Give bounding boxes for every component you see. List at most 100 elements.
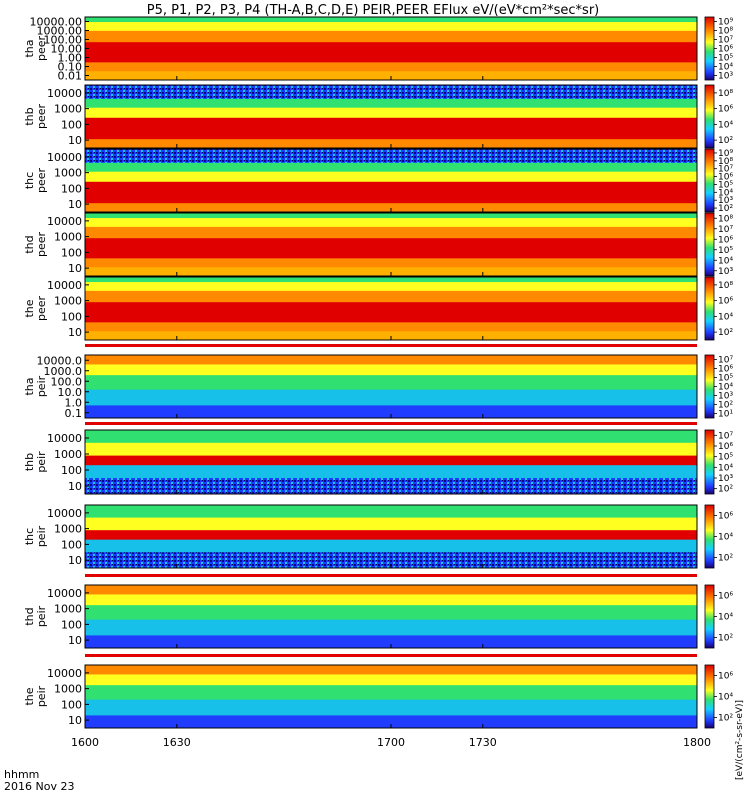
colorbar-tick-label: 10⁶ xyxy=(718,592,733,602)
spectrum-band-0 xyxy=(85,430,697,444)
y-tick-label: 10000.0 xyxy=(37,354,83,367)
spectrum-band-3 xyxy=(85,389,697,406)
colorbar-tick-label: 10⁶ xyxy=(718,672,733,682)
status-strip-2 xyxy=(85,574,697,577)
y-tick-label: 100 xyxy=(61,118,82,131)
y-tick-label: 100 xyxy=(61,310,82,323)
spectrum-band-5 xyxy=(85,71,697,81)
spectrum-band-1 xyxy=(85,162,697,173)
colorbar-tick-label: 10² xyxy=(718,634,733,644)
colorbar-tick-label: 10⁸ xyxy=(718,281,733,291)
y-tick-label: 1000.00 xyxy=(37,25,83,38)
y-axis-label-probe: thd xyxy=(23,607,36,625)
y-tick-label: 10000 xyxy=(47,432,82,445)
spectrum-band-1 xyxy=(85,517,697,531)
y-tick-label: 1000 xyxy=(54,231,82,244)
spectrum-band-3 xyxy=(85,465,697,479)
spectrum-band-4 xyxy=(85,203,697,213)
colorbar-tick-label: 10⁴ xyxy=(718,63,733,73)
colorbar-tick-label: 10³ xyxy=(718,72,733,82)
x-axis: 1600 1630 1700 1730 1800 hhmm 2016 Nov 23 xyxy=(4,736,711,793)
y-tick-label: 1000 xyxy=(54,448,82,461)
colorbar-tick-label: 10⁹ xyxy=(718,149,733,159)
colorbar-tick-label: 10⁸ xyxy=(718,157,733,167)
spectrum-band-4 xyxy=(85,405,697,419)
y-axis-label-probe: thb xyxy=(23,453,36,471)
y-tick-label: 10000 xyxy=(47,507,82,520)
x-axis-label-line-2: 2016 Nov 23 xyxy=(4,780,74,793)
y-tick-label: 0.1 xyxy=(65,407,83,420)
y-tick-label: 10 xyxy=(68,554,82,567)
y-axis-label-probe: the xyxy=(23,299,36,317)
colorbar-tick-label: 10⁶ xyxy=(718,512,733,522)
colorbar-tick-label: 10⁴ xyxy=(718,312,733,322)
x-tick-label-1630: 1630 xyxy=(163,736,191,749)
spectrum-band-3 xyxy=(85,619,697,636)
y-axis-label-species: peir xyxy=(35,525,48,547)
colorbar-tick-label: 10⁸ xyxy=(718,27,733,37)
spectrum-band-4 xyxy=(85,139,697,149)
colorbar-tick-label: 10³ xyxy=(718,392,733,402)
colorbar-tick-label: 10⁴ xyxy=(718,463,733,473)
spectrum-band-1 xyxy=(85,98,697,109)
y-axis-label-species: peir xyxy=(35,605,48,627)
y-tick-label: 0.10 xyxy=(58,61,83,74)
colorbar-tick-label: 10² xyxy=(718,714,733,724)
spectrum-band-0 xyxy=(85,213,697,219)
panel-the-peer: 10000 1000 100 10 the peer 10⁸ 10⁶ 10⁴ 10² xyxy=(23,276,733,341)
spectrum-band-3 xyxy=(85,302,697,323)
spectrum-band-4 xyxy=(85,715,697,729)
panel-thc-peir: 10000 1000 100 10 thc peir 10⁶ 10⁴ 10² xyxy=(23,504,733,569)
x-tick-label-1700: 1700 xyxy=(377,736,405,749)
y-axis-label-species: peer xyxy=(35,232,48,258)
panel-thb-peer: 10000 1000 100 10 thb peer 10⁸ 10⁶ 10⁴ 10² xyxy=(23,84,733,149)
x-tick-labels: 1600 1630 1700 1730 1800 xyxy=(71,736,711,749)
y-tick-label: 10 xyxy=(68,480,82,493)
colorbar-tick-label: 10² xyxy=(718,136,733,146)
y-axis-label-species: peer xyxy=(35,36,48,62)
colorbar-tick-label: 10⁶ xyxy=(718,297,733,307)
colorbar-tick-label: 10⁴ xyxy=(718,533,733,543)
y-tick-label: 10.0 xyxy=(58,386,83,399)
y-axis-label-species: peer xyxy=(35,296,48,322)
x-tick-label-1600: 1600 xyxy=(71,736,99,749)
y-tick-label: 10000 xyxy=(47,215,82,228)
spectrum-band-1 xyxy=(85,282,697,292)
y-tick-label: 10 xyxy=(68,714,82,727)
y-tick-label: 10 xyxy=(68,198,82,211)
colorbar xyxy=(704,664,715,729)
y-axis-label-species: peer xyxy=(35,168,48,194)
panel-the-peir: 10000 1000 100 10 the peir 10⁶ 10⁴ 10² xyxy=(23,664,733,729)
spectrum-band-2 xyxy=(85,226,697,239)
colorbar-tick-label: 10⁷ xyxy=(718,165,733,175)
colorbar-tick-label: 10⁹ xyxy=(718,18,733,28)
y-axis-label-species: peer xyxy=(35,104,48,130)
colorbar-tick-label: 10⁶ xyxy=(718,235,733,245)
colorbar-tick-label: 10⁴ xyxy=(718,256,733,266)
y-tick-label: 10 xyxy=(68,134,82,147)
colorbar-tick-label: 10⁷ xyxy=(718,356,733,366)
colorbar-tick-label: 10⁴ xyxy=(718,693,733,703)
x-tick-label-1730: 1730 xyxy=(469,736,497,749)
y-tick-label: 10.00 xyxy=(51,43,83,56)
colorbar-tick-label: 10⁵ xyxy=(718,246,733,256)
colorbar xyxy=(704,584,715,649)
spectrum-band-0 xyxy=(85,277,697,283)
colorbar-tick-label: 10⁴ xyxy=(718,188,733,198)
colorbar-tick-label: 10⁶ xyxy=(718,105,733,115)
y-axis-label-probe: thd xyxy=(23,235,36,253)
y-tick-label: 10000 xyxy=(47,279,82,292)
y-axis-label-probe: thb xyxy=(23,107,36,125)
y-tick-label: 100 xyxy=(61,246,82,259)
status-strip-bg-2 xyxy=(85,573,697,582)
colorbar-tick-label: 10² xyxy=(718,328,733,338)
colorbar xyxy=(704,148,715,213)
spectrum-band-5 xyxy=(85,267,697,277)
colorbar-tick-label: 10⁵ xyxy=(718,180,733,190)
colorbar xyxy=(704,212,715,277)
spectrum-band-4 xyxy=(85,322,697,332)
